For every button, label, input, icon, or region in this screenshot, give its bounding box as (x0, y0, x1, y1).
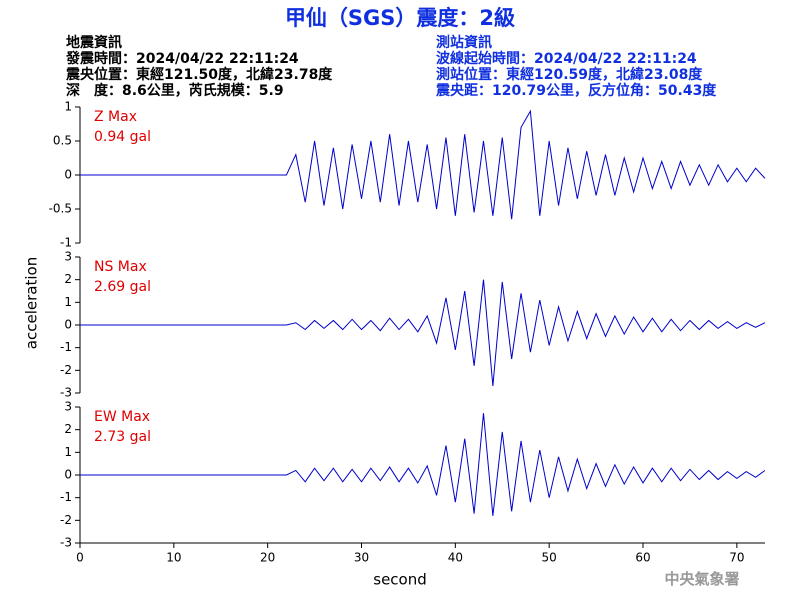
panel-label: NS Max (94, 259, 147, 275)
x-tick-label: 40 (448, 551, 463, 565)
panel-max: 2.73 gal (94, 429, 151, 445)
x-tick-label: 50 (542, 551, 557, 565)
y-tick-label: -2 (60, 513, 72, 527)
info-right: 波線起始時間：2024/04/22 22:11:24 (436, 50, 697, 67)
info-left: 深 度：8.6公里，芮氏規模：5.9 (66, 82, 284, 99)
y-tick-label: 3 (64, 400, 72, 414)
y-tick-label: -1 (60, 490, 72, 504)
y-tick-label: 0 (64, 318, 72, 332)
panel-max: 0.94 gal (94, 129, 151, 145)
x-tick-label: 70 (729, 551, 744, 565)
y-tick-label: -2 (60, 363, 72, 377)
x-tick-label: 0 (76, 551, 84, 565)
waveform (80, 279, 766, 387)
y-tick-label: 2 (64, 272, 72, 286)
y-tick-label: 1 (64, 445, 72, 459)
x-tick-label: 30 (354, 551, 369, 565)
panel-max: 2.69 gal (94, 279, 151, 295)
y-tick-label: 0 (64, 468, 72, 482)
y-tick-label: 0.5 (53, 134, 72, 148)
y-tick-label: 1 (64, 100, 72, 114)
y-tick-label: -1 (60, 236, 72, 250)
waveform (80, 109, 766, 220)
waveform (80, 413, 766, 516)
y-tick-label: 2 (64, 422, 72, 436)
x-tick-label: 20 (260, 551, 275, 565)
credit: 中央氣象署 (664, 570, 739, 588)
info-left: 地震資訊 (66, 34, 122, 51)
y-tick-label: -3 (60, 386, 72, 400)
x-tick-label: 60 (635, 551, 650, 565)
info-left: 震央位置：東經121.50度，北緯23.78度 (65, 66, 333, 83)
x-axis-label: second (373, 571, 427, 589)
y-tick-label: -0.5 (49, 202, 72, 216)
info-left: 發震時間：2024/04/22 22:11:24 (65, 50, 299, 67)
y-tick-label: -1 (60, 340, 72, 354)
panel-label: EW Max (94, 409, 150, 425)
y-tick-label: 1 (64, 295, 72, 309)
info-right: 震央距：120.79公里，反方位角：50.43度 (435, 82, 717, 99)
y-tick-label: 3 (64, 250, 72, 264)
info-right: 測站資訊 (436, 34, 492, 51)
panel-label: Z Max (94, 109, 137, 125)
x-tick-label: 10 (166, 551, 181, 565)
info-right: 測站位置：東經120.59度，北緯23.08度 (436, 66, 703, 83)
chart-title: 甲仙（SGS）震度：2級 (285, 6, 515, 30)
y-tick-label: -3 (60, 536, 72, 550)
y-tick-label: 0 (64, 168, 72, 182)
y-axis-label: acceleration (23, 257, 41, 349)
